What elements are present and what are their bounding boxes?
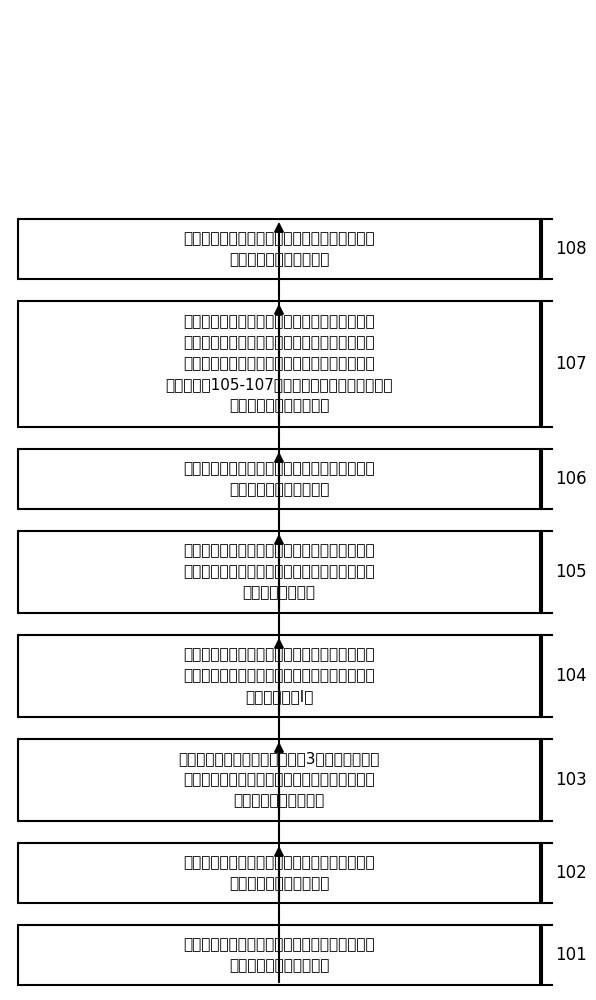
Text: 105: 105: [555, 563, 586, 581]
Text: 将所需要调整次数最多的用户进行相应调整并计
算调整用户后的三相电流值，若调整用户后的三
相电流值不符合预置的三相平衡度的标准，则重
复执行步骤105-107，直: 将所需要调整次数最多的用户进行相应调整并计 算调整用户后的三相电流值，若调整用户…: [165, 314, 393, 414]
Text: 定时采集台区内用户电表的电压电流数据，以及
公用配变负荷终端总负荷: 定时采集台区内用户电表的电压电流数据，以及 公用配变负荷终端总负荷: [183, 937, 375, 973]
FancyBboxPatch shape: [18, 301, 540, 427]
Text: 107: 107: [555, 355, 586, 373]
Text: 根据每相上所有用户电表的电流值计算每相的总
电流值，计算每相的总电流值与每相的理想电流
值之间的差值I差: 根据每相上所有用户电表的电流值计算每相的总 电流值，计算每相的总电流值与每相的理…: [183, 648, 375, 704]
Text: 根据每一时刻每一相上每相的总电流值与每相的
理想电流值之间的差值，确定每一时刻各相上用
户的调入调出方式: 根据每一时刻每一相上每相的总电流值与每相的 理想电流值之间的差值，确定每一时刻各…: [183, 544, 375, 600]
FancyBboxPatch shape: [18, 843, 540, 903]
Text: 按照符合预置三相平衡度的标准的用户调整方式
将各相用户进行相应调整: 按照符合预置三相平衡度的标准的用户调整方式 将各相用户进行相应调整: [183, 231, 375, 267]
Text: 确定每一时刻的每相上用户的电压电流数据以及
公用配变负荷终端总负荷: 确定每一时刻的每相上用户的电压电流数据以及 公用配变负荷终端总负荷: [183, 855, 375, 891]
Text: 104: 104: [555, 667, 586, 685]
Text: 将公用配变负荷终端总负荷除以3得到每一时刻每
相的理想负荷值，将理想负荷值除以每相相电压
得到每相的理想电流值: 将公用配变负荷终端总负荷除以3得到每一时刻每 相的理想负荷值，将理想负荷值除以每…: [178, 752, 380, 808]
FancyBboxPatch shape: [18, 219, 540, 279]
FancyBboxPatch shape: [18, 449, 540, 509]
Text: 106: 106: [555, 470, 586, 488]
Text: 102: 102: [555, 864, 586, 882]
Text: 103: 103: [555, 771, 586, 789]
FancyBboxPatch shape: [18, 635, 540, 717]
Text: 108: 108: [555, 240, 586, 258]
FancyBboxPatch shape: [18, 531, 540, 613]
FancyBboxPatch shape: [18, 739, 540, 821]
Text: 101: 101: [555, 946, 586, 964]
FancyBboxPatch shape: [18, 925, 540, 985]
Text: 统计每一时刻的各相用户的调入调出方式，统计
需要调整次数最多的用户: 统计每一时刻的各相用户的调入调出方式，统计 需要调整次数最多的用户: [183, 461, 375, 497]
